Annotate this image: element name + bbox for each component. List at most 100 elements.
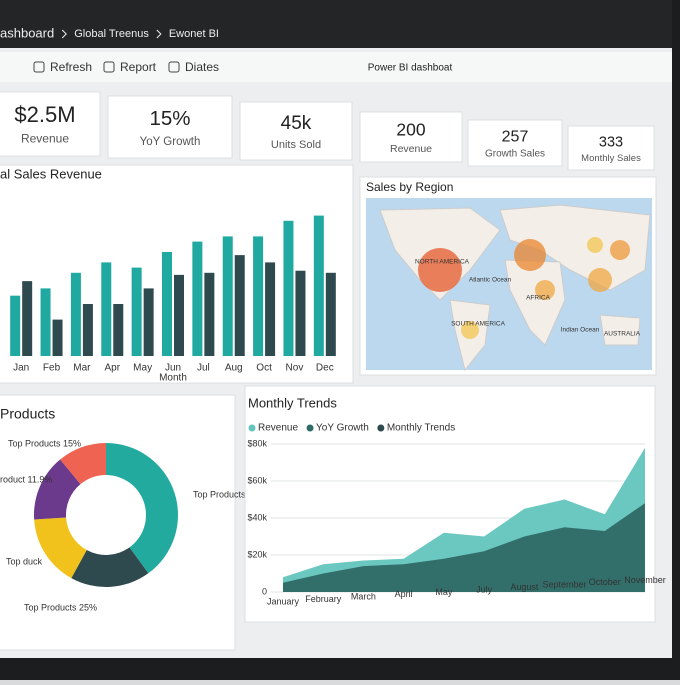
toolbar bbox=[0, 52, 672, 82]
panel bbox=[0, 91, 101, 157]
donut-annotation: Top duck bbox=[6, 556, 43, 566]
map-label: AUSTRALIA bbox=[604, 331, 641, 338]
donut-segment bbox=[34, 459, 81, 520]
bar bbox=[204, 272, 215, 356]
kpi-label: Monthly Sales bbox=[581, 153, 641, 164]
heat-spot bbox=[587, 237, 603, 253]
legend-entry[interactable]: YoY Growth bbox=[316, 423, 369, 434]
bar bbox=[10, 295, 21, 356]
kpi-label: Units Sold bbox=[271, 139, 321, 151]
bar bbox=[40, 288, 51, 356]
y-tick-label: $20k bbox=[247, 549, 267, 559]
bar bbox=[113, 304, 124, 356]
panel bbox=[359, 111, 463, 163]
kpi-value: 200 bbox=[396, 120, 425, 140]
bar bbox=[52, 319, 63, 356]
x-tick-label: Nov bbox=[286, 363, 304, 374]
bar bbox=[174, 274, 184, 356]
y-tick-label: 0 bbox=[262, 586, 267, 596]
kpi-label: Revenue bbox=[21, 132, 69, 146]
legend-swatch bbox=[248, 424, 256, 432]
title-bar bbox=[0, 0, 672, 48]
kpi-value: 15% bbox=[149, 107, 190, 130]
toolbar-icon bbox=[33, 61, 45, 73]
heat-spot bbox=[588, 268, 612, 292]
x-tick-label: February bbox=[305, 594, 342, 604]
app-title: Power BI dashboat bbox=[368, 63, 453, 74]
landmass bbox=[599, 314, 641, 346]
heat-spot bbox=[514, 239, 546, 271]
kpi-value: 257 bbox=[502, 129, 529, 146]
chart-title: al Sales Revenue bbox=[0, 166, 102, 181]
x-tick-label: September bbox=[543, 580, 587, 590]
bar bbox=[313, 215, 324, 356]
breadcrumb-item[interactable]: ashboard bbox=[0, 25, 54, 40]
panel bbox=[239, 101, 353, 161]
bar bbox=[70, 272, 81, 356]
breadcrumb-item[interactable]: Global Treenus bbox=[74, 28, 149, 40]
chart-title: Monthly Trends bbox=[248, 395, 337, 410]
y-tick-label: $80k bbox=[247, 438, 267, 448]
bar bbox=[101, 262, 112, 356]
donut-annotation: Top Products 15% bbox=[8, 438, 81, 448]
toolbar-button[interactable]: Refresh bbox=[50, 60, 92, 74]
bar bbox=[192, 241, 203, 356]
panel bbox=[107, 95, 233, 159]
x-tick-label: October bbox=[589, 577, 621, 587]
bar bbox=[234, 255, 245, 356]
area bbox=[283, 503, 645, 592]
heat-spot bbox=[535, 280, 555, 300]
x-tick-label: Jul bbox=[197, 363, 210, 374]
bar bbox=[222, 236, 233, 356]
panel bbox=[567, 125, 655, 171]
x-tick-label: Jan bbox=[13, 363, 29, 374]
y-tick-label: $40k bbox=[247, 512, 267, 522]
bar bbox=[325, 272, 336, 356]
x-tick-label: April bbox=[395, 589, 413, 599]
chevron bbox=[156, 29, 162, 39]
toolbar-icon bbox=[103, 61, 115, 73]
donut-segment bbox=[71, 547, 149, 587]
heat-spot bbox=[461, 321, 479, 339]
donut-segment bbox=[60, 443, 106, 485]
x-tick-label: Jun bbox=[165, 363, 181, 374]
x-tick-label: November bbox=[624, 575, 666, 585]
legend-swatch bbox=[377, 424, 385, 432]
breadcrumb-item[interactable]: Ewonet BI bbox=[169, 28, 219, 40]
bar bbox=[265, 262, 276, 356]
map-title: Sales by Region bbox=[366, 180, 453, 194]
chevron bbox=[61, 29, 67, 39]
panel bbox=[467, 119, 563, 167]
map-label: Atlantic Ocean bbox=[469, 277, 512, 284]
kpi-label: YoY Growth bbox=[140, 136, 201, 148]
x-tick-label: March bbox=[351, 592, 376, 602]
x-tick-label: Oct bbox=[256, 363, 272, 374]
heat-spot bbox=[610, 240, 630, 260]
landmass bbox=[504, 259, 566, 346]
donut-segment bbox=[106, 443, 178, 574]
donut-annotation: roduct 11.9% bbox=[0, 474, 52, 484]
chart-title: Products bbox=[0, 406, 55, 422]
x-tick-label: May bbox=[133, 363, 152, 374]
bar bbox=[131, 267, 142, 356]
x-tick-label: January bbox=[267, 596, 300, 606]
x-tick-label: Apr bbox=[104, 363, 120, 374]
donut-annotation: Top Products 25% bbox=[24, 602, 97, 612]
bar bbox=[253, 236, 264, 356]
map-label: NORTH AMERICA bbox=[415, 259, 470, 266]
x-tick-label: Aug bbox=[225, 363, 243, 374]
legend-entry[interactable]: Monthly Trends bbox=[387, 423, 455, 434]
bar bbox=[283, 220, 294, 356]
y-tick-label: $60k bbox=[247, 475, 267, 485]
legend-entry[interactable]: Revenue bbox=[258, 423, 298, 434]
toolbar-button[interactable]: Report bbox=[120, 60, 157, 74]
x-tick-label: August bbox=[510, 582, 539, 592]
kpi-value: $2.5M bbox=[14, 102, 75, 127]
x-tick-label: July bbox=[476, 584, 493, 594]
x-tick-label: Feb bbox=[43, 363, 61, 374]
x-tick-label: Mar bbox=[73, 363, 91, 374]
legend-swatch bbox=[306, 424, 314, 432]
toolbar-button[interactable]: Diates bbox=[185, 60, 219, 74]
